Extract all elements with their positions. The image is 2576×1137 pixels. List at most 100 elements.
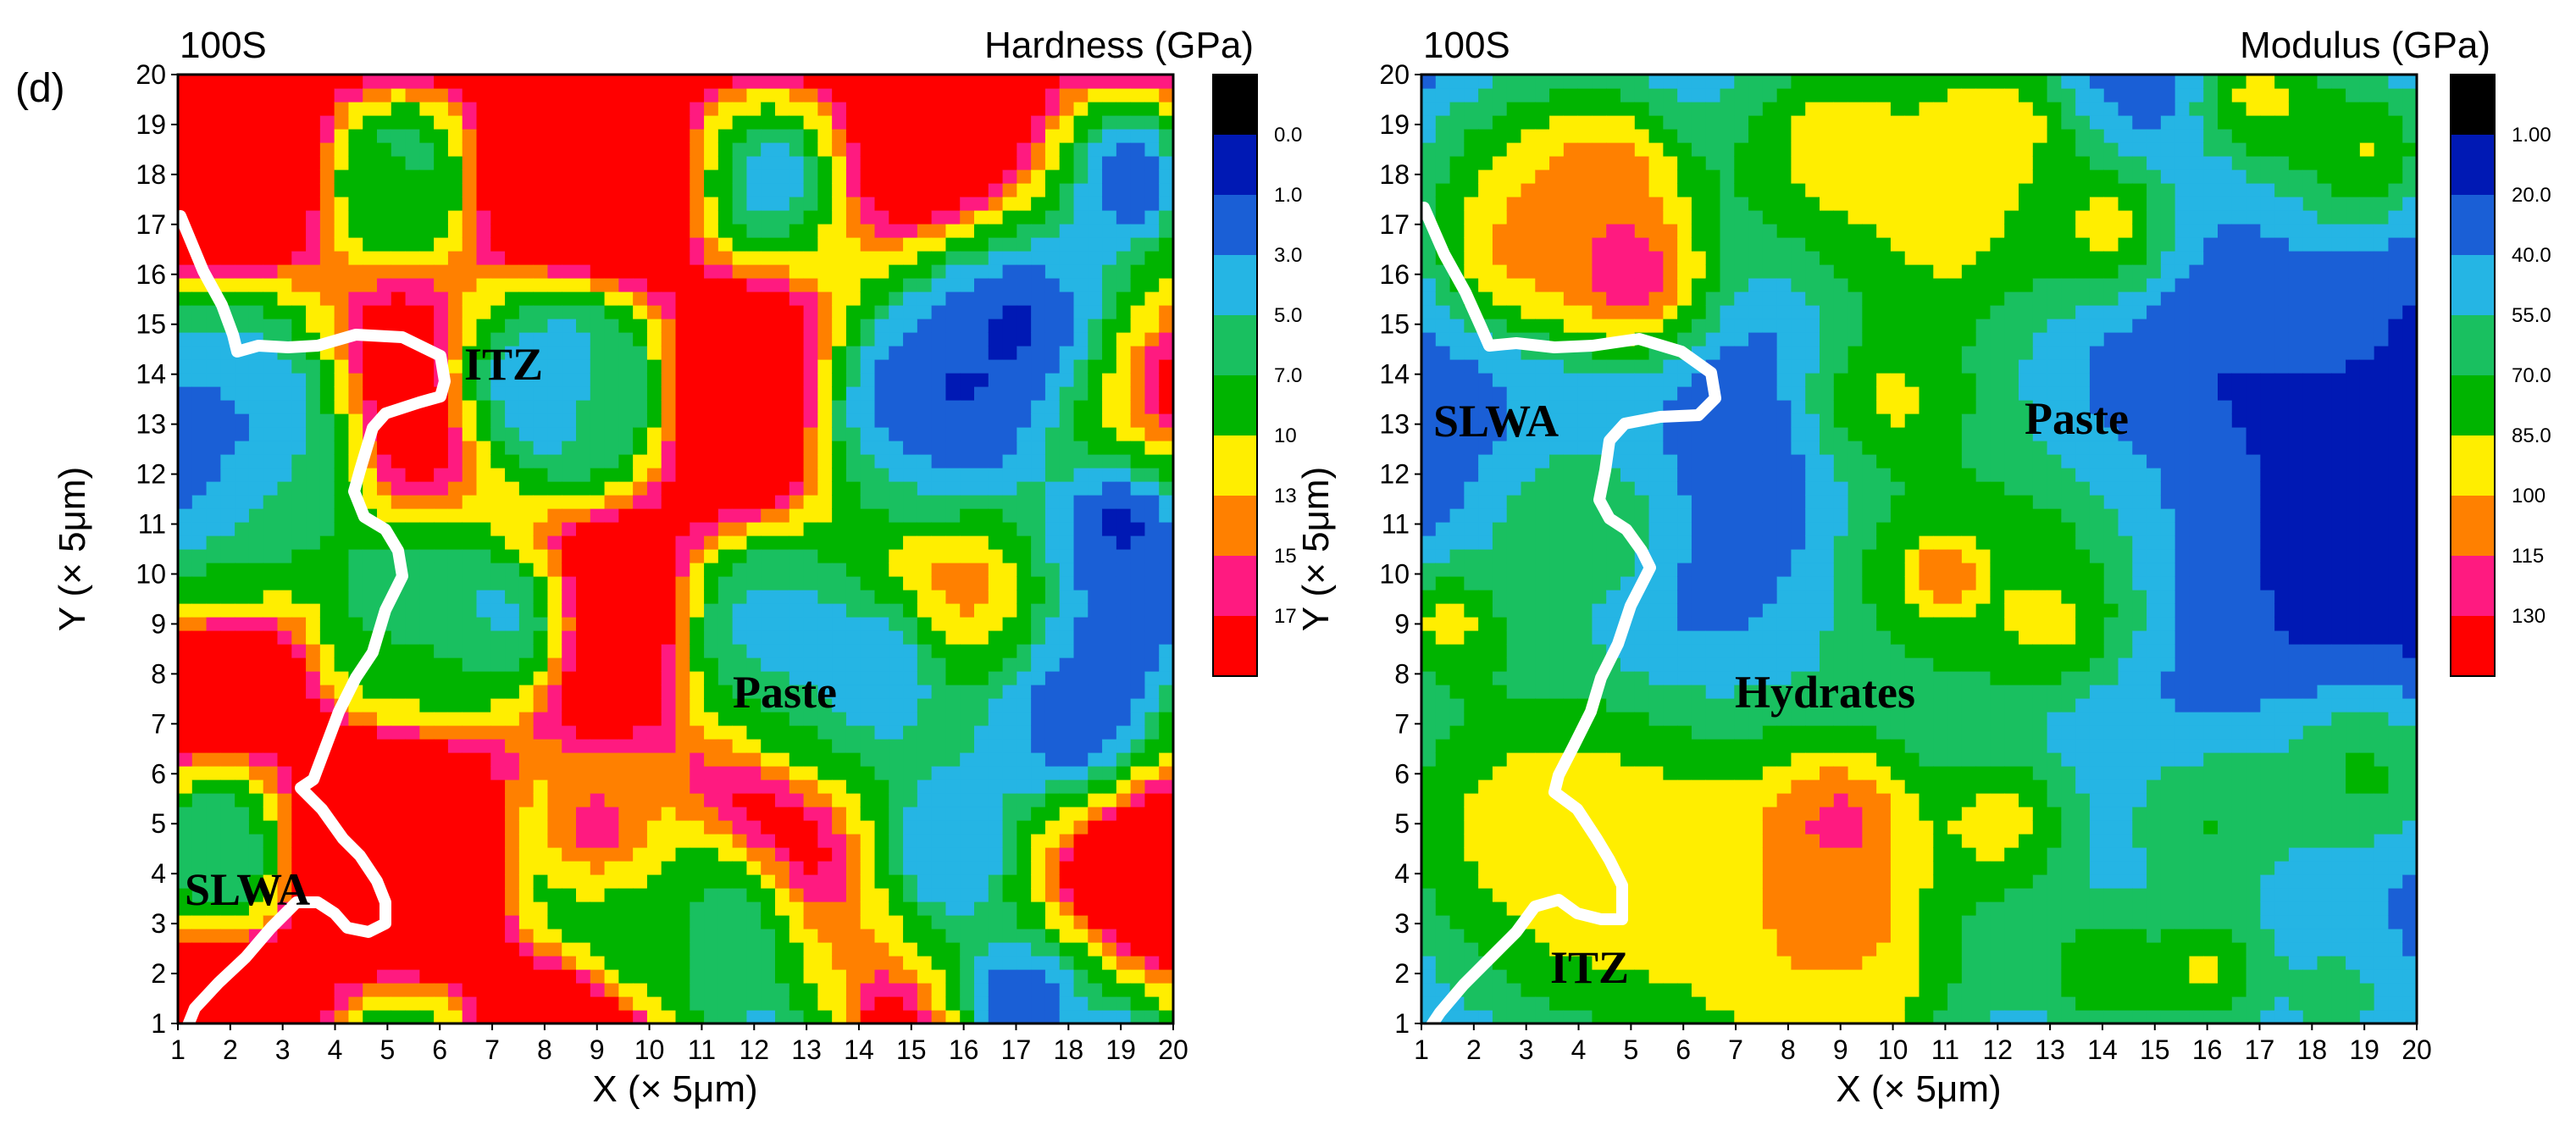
contour-cell: [917, 413, 933, 428]
contour-cell: [633, 698, 648, 713]
contour-cell: [191, 332, 208, 347]
contour-cell: [775, 88, 790, 103]
contour-cell: [917, 305, 933, 319]
contour-cell: [1044, 563, 1061, 577]
contour-cell: [348, 373, 363, 387]
contour-cell: [604, 671, 619, 685]
contour-cell: [547, 576, 562, 591]
contour-cell: [1031, 590, 1046, 604]
contour-cell: [391, 264, 407, 279]
contour-cell: [348, 413, 363, 428]
contour-cell: [717, 278, 734, 292]
contour-cell: [1159, 197, 1173, 211]
contour-cell: [319, 766, 335, 780]
contour-cell: [1116, 115, 1132, 130]
contour-cell: [746, 495, 762, 509]
contour-cell: [391, 874, 407, 889]
contour-cell: [206, 942, 221, 957]
contour-cell: [334, 549, 350, 563]
contour-cell: [817, 183, 833, 197]
contour-cell: [462, 929, 478, 943]
contour-cell: [661, 88, 677, 103]
contour-cell: [533, 563, 549, 577]
contour-cell: [191, 915, 208, 929]
contour-cell: [817, 278, 833, 292]
contour-cell: [789, 671, 805, 685]
contour-cell: [319, 630, 335, 645]
contour-cell: [988, 576, 1004, 591]
contour-cell: [789, 630, 805, 645]
contour-cell: [377, 508, 392, 523]
contour-cell: [931, 224, 947, 238]
contour-cell: [732, 400, 748, 414]
contour-cell: [377, 671, 392, 685]
contour-cell: [377, 495, 392, 509]
contour-cell: [590, 535, 606, 550]
contour-cell: [960, 102, 975, 116]
contour-cell: [206, 183, 221, 197]
contour-cell: [405, 495, 420, 509]
contour-cell: [590, 847, 606, 862]
contour-cell: [903, 915, 918, 929]
contour-cell: [775, 535, 790, 550]
contour-cell: [1159, 617, 1173, 631]
contour-cell: [206, 956, 221, 970]
contour-cell: [319, 305, 335, 319]
contour-cell: [960, 332, 975, 347]
contour-cell: [476, 563, 491, 577]
contour-cell: [960, 739, 975, 753]
contour-cell: [348, 563, 363, 577]
contour-cell: [604, 468, 619, 482]
contour-cell: [1017, 454, 1032, 469]
contour-cell: [419, 929, 435, 943]
x-tick-label: 17: [1001, 1034, 1032, 1065]
contour-cell: [988, 590, 1004, 604]
contour-cell: [363, 793, 378, 807]
contour-cell: [235, 210, 250, 225]
contour-cell: [690, 779, 705, 794]
contour-cell: [590, 400, 606, 414]
contour-cell: [889, 671, 904, 685]
contour-cell: [277, 820, 292, 835]
contour-cell: [490, 169, 506, 184]
contour-cell: [789, 779, 805, 794]
contour-cell: [434, 115, 449, 130]
contour-cell: [334, 942, 350, 957]
contour-cell: [1144, 685, 1160, 699]
contour-cell: [960, 386, 975, 401]
contour-cell: [391, 75, 407, 89]
contour-cell: [1059, 332, 1075, 347]
contour-cell: [646, 671, 662, 685]
contour-cell: [746, 698, 762, 713]
contour-cell: [604, 712, 619, 726]
contour-cell: [235, 739, 250, 753]
contour-cell: [675, 739, 690, 753]
contour-cell: [717, 251, 734, 265]
contour-cell: [817, 590, 833, 604]
contour-cell: [1073, 712, 1089, 726]
contour-cell: [618, 956, 634, 970]
contour-cell: [604, 129, 619, 143]
contour-cell: [960, 142, 975, 157]
contour-cell: [988, 75, 1004, 89]
contour-cell: [789, 88, 805, 103]
contour-cell: [761, 847, 776, 862]
contour-cell: [903, 210, 918, 225]
contour-cell: [889, 115, 904, 130]
contour-cell: [206, 386, 221, 401]
contour-cell: [490, 224, 506, 238]
contour-cell: [974, 1010, 989, 1023]
contour-cell: [633, 888, 648, 902]
contour-cell: [248, 251, 264, 265]
contour-cell: [646, 278, 662, 292]
contour-cell: [434, 834, 449, 848]
contour-cell: [732, 332, 748, 347]
contour-cell: [931, 644, 947, 658]
contour-cell: [462, 847, 478, 862]
contour-cell: [391, 671, 407, 685]
contour-cell: [945, 685, 961, 699]
contour-cell: [931, 712, 947, 726]
contour-cell: [690, 698, 705, 713]
contour-cell: [518, 793, 535, 807]
